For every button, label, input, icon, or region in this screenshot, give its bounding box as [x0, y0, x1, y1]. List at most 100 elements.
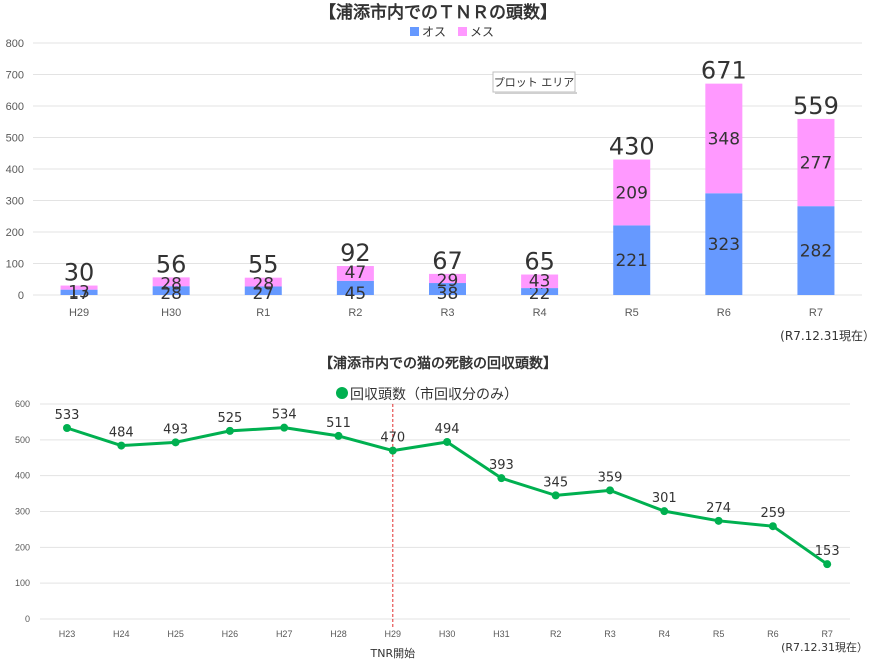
- bar-x-tick-label: H30: [161, 307, 181, 319]
- data-label: 470: [380, 431, 405, 446]
- bar-segment-female: [336, 266, 374, 281]
- data-label-female: 43: [529, 272, 551, 292]
- bar-segment-male: [244, 286, 282, 295]
- line-x-tick-label: R3: [604, 629, 616, 639]
- data-label-female: 29: [437, 271, 459, 291]
- bar-y-tick-label: 200: [6, 227, 24, 239]
- line-chart-title: 【浦添市内での猫の死骸の回収頭数】: [319, 355, 557, 372]
- data-label-total: 671: [701, 57, 747, 85]
- bar-segment-male: [429, 283, 466, 295]
- bar-y-tick-label: 600: [6, 101, 24, 113]
- line-x-tick-label: H23: [59, 629, 76, 639]
- line-chart-footnote: (R7.12.31現在）: [781, 641, 868, 654]
- data-label-female: 28: [252, 275, 274, 295]
- bar-segment-male: [152, 286, 190, 295]
- data-label: 393: [489, 458, 514, 473]
- data-label-male: 323: [708, 235, 740, 255]
- bar-x-tick-label: H29: [69, 307, 89, 319]
- bar-segment-male: [613, 225, 651, 295]
- data-label: 511: [326, 416, 351, 431]
- data-label-total: 56: [156, 250, 187, 278]
- bar-chart-gridlines: [33, 42, 862, 296]
- bar-segment-female: [152, 277, 190, 287]
- data-point: [768, 522, 777, 531]
- legend-label-female: メス: [470, 25, 494, 39]
- line-x-tick-label: R6: [767, 629, 779, 639]
- line-x-tick-label: H30: [439, 629, 456, 639]
- data-point: [823, 560, 832, 569]
- bar-x-tick-label: R3: [440, 307, 454, 319]
- line-chart-x-ticks: H23 H24 H25 H26 H27 H28 H29 H30 H31 R2 R3 R4 R5 R6 R7: [59, 629, 833, 639]
- data-label-total: 92: [340, 239, 371, 267]
- line-x-tick-label: R5: [713, 629, 725, 639]
- legend-swatch-male: [410, 27, 419, 36]
- bar-x-tick-label: R6: [717, 307, 731, 319]
- carcass-line-chart: 【浦添市内での猫の死骸の回収頭数】 回収頭数（市回収分のみ） 0 100 200 30…: [15, 355, 868, 660]
- line-y-tick-label: 100: [15, 578, 30, 588]
- bar-y-tick-label: 800: [6, 38, 24, 50]
- bar-segment-female: [797, 118, 835, 207]
- data-label: 153: [815, 544, 840, 559]
- bar-chart-y-ticks: 0 100 200 300 400 500 600 700 800: [6, 38, 24, 302]
- data-point: [117, 441, 126, 450]
- data-label-female: 28: [160, 274, 182, 294]
- data-label: 274: [706, 501, 731, 516]
- data-label-total: 30: [64, 259, 95, 287]
- bar-y-tick-label: 400: [6, 164, 24, 176]
- data-label-male: 27: [252, 284, 274, 304]
- line-y-tick-label: 500: [15, 435, 30, 445]
- bar-segment-male: [797, 206, 835, 295]
- line-x-tick-label: H24: [113, 629, 130, 639]
- plot-area-tooltip-text: プロット エリア: [494, 76, 575, 89]
- bar-x-tick-label: R5: [625, 307, 639, 319]
- line-chart-series: 533 484 493 525 534 511 470 494 393 345 359 301 274 2…: [55, 408, 840, 569]
- line-y-tick-label: 200: [15, 542, 30, 552]
- data-label: 359: [598, 470, 623, 485]
- line-x-tick-label: H25: [167, 629, 184, 639]
- line-y-tick-label: 600: [15, 399, 30, 409]
- data-label: 525: [217, 411, 242, 426]
- line-x-tick-label: H26: [222, 629, 239, 639]
- data-point: [388, 446, 397, 455]
- line-y-tick-label: 0: [25, 614, 30, 624]
- data-label-male: 221: [615, 251, 647, 271]
- bar-segment-female: [705, 83, 743, 194]
- bar-chart-title: 【浦添市内でのＴＮＲの頭数】: [319, 2, 557, 23]
- bar-y-tick-label: 700: [6, 70, 24, 82]
- tnr-start-marker: TNR開始: [370, 404, 416, 660]
- bar-x-tick-label: R2: [348, 307, 362, 319]
- line-x-tick-label: H29: [385, 629, 402, 639]
- data-label-male: 45: [345, 284, 367, 304]
- bar-chart-x-ticks: H29 H30 R1 R2 R3 R4 R5 R6 R7: [69, 307, 823, 319]
- plot-area-tooltip: プロット エリア: [492, 71, 577, 94]
- bar-segment-female: [521, 274, 559, 289]
- data-label: 301: [652, 491, 677, 506]
- data-label: 494: [435, 422, 460, 437]
- tnr-start-label: TNR開始: [370, 646, 416, 660]
- data-label-total: 67: [432, 247, 463, 275]
- data-label: 345: [543, 475, 568, 490]
- data-label-total: 559: [793, 92, 839, 120]
- line-x-tick-label: R4: [659, 629, 671, 639]
- bar-segment-male: [60, 289, 98, 295]
- data-label-total: 430: [609, 133, 655, 161]
- bar-y-tick-label: 100: [6, 259, 24, 271]
- bar-y-tick-label: 0: [18, 290, 24, 302]
- data-label-female: 13: [68, 283, 90, 303]
- bar-chart-legend: オス メス: [410, 25, 494, 39]
- bar-segment-female: [244, 277, 282, 287]
- data-label: 493: [163, 422, 188, 437]
- legend-label-collected: 回収頭数（市回収分のみ）: [350, 386, 518, 403]
- data-point: [497, 474, 506, 483]
- bar-segment-female: [60, 285, 98, 290]
- data-point: [334, 431, 343, 440]
- data-label-male: 38: [437, 284, 459, 304]
- data-label: 484: [109, 426, 134, 441]
- legend-marker-collected: [336, 387, 348, 399]
- data-point: [225, 426, 234, 435]
- data-label: 534: [272, 408, 297, 423]
- data-label-female: 348: [708, 129, 740, 149]
- line-x-tick-label: R7: [821, 629, 833, 639]
